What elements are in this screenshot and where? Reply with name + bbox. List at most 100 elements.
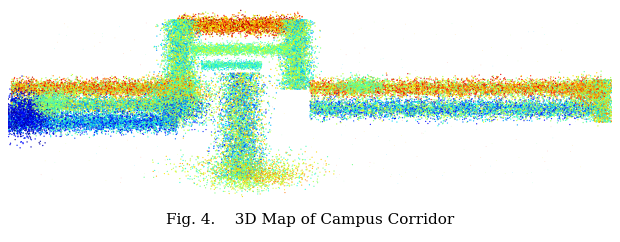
Point (344, 79, 354, 83)
Point (55, 91, 65, 95)
Point (218, 30, 228, 34)
Point (588, 102, 598, 106)
Point (219, 150, 229, 153)
Point (188, 97, 198, 101)
Point (513, 86, 523, 90)
Point (169, 92, 179, 96)
Point (179, 49, 189, 53)
Point (452, 105, 462, 109)
Point (128, 127, 138, 130)
Point (190, 81, 200, 85)
Point (391, 100, 401, 104)
Point (374, 77, 384, 81)
Point (209, 48, 219, 52)
Point (536, 85, 546, 89)
Point (32, 127, 42, 131)
Point (217, 23, 227, 27)
Point (474, 107, 484, 111)
Point (124, 97, 134, 101)
Point (164, 89, 174, 93)
Point (237, 132, 247, 136)
Point (386, 100, 396, 104)
Point (107, 116, 117, 120)
Point (503, 93, 513, 97)
Point (229, 170, 239, 174)
Point (187, 97, 197, 101)
Point (170, 94, 180, 98)
Point (173, 98, 183, 101)
Point (544, 91, 554, 94)
Point (44, 118, 54, 122)
Point (438, 90, 448, 94)
Point (204, 87, 214, 91)
Point (594, 81, 604, 84)
Point (216, 97, 226, 101)
Point (512, 91, 522, 94)
Point (241, 155, 250, 159)
Point (26, 100, 36, 104)
Point (205, 46, 215, 50)
Point (275, 21, 285, 24)
Point (172, 83, 182, 87)
Point (596, 101, 606, 105)
Point (59, 104, 69, 107)
Point (94, 115, 104, 119)
Point (601, 105, 611, 109)
Point (454, 88, 464, 92)
Point (180, 27, 190, 31)
Point (188, 81, 198, 85)
Point (36, 98, 46, 102)
Point (597, 112, 607, 115)
Point (164, 109, 174, 113)
Point (223, 46, 233, 50)
Point (20, 84, 30, 88)
Point (577, 96, 587, 100)
Point (334, 83, 343, 87)
Point (108, 97, 118, 100)
Point (582, 92, 591, 96)
Point (165, 119, 175, 123)
Point (161, 79, 171, 83)
Point (249, 21, 259, 25)
Point (128, 126, 138, 129)
Point (284, 83, 294, 86)
Point (156, 96, 166, 100)
Point (279, 52, 289, 55)
Point (573, 82, 583, 86)
Point (287, 71, 297, 75)
Point (410, 107, 420, 111)
Point (40, 98, 50, 101)
Point (474, 102, 484, 106)
Point (415, 104, 425, 108)
Point (157, 120, 167, 123)
Point (202, 108, 211, 112)
Point (274, 56, 284, 60)
Point (144, 123, 154, 127)
Point (195, 22, 205, 26)
Point (582, 92, 591, 96)
Point (137, 119, 147, 123)
Point (207, 24, 217, 28)
Point (229, 24, 239, 28)
Point (590, 84, 600, 88)
Point (67, 133, 77, 137)
Point (239, 175, 249, 179)
Point (229, 156, 239, 160)
Point (64, 100, 74, 104)
Point (222, 100, 232, 104)
Point (466, 110, 476, 114)
Point (164, 40, 174, 44)
Point (218, 102, 228, 106)
Point (183, 20, 193, 23)
Point (22, 117, 32, 121)
Point (250, 177, 260, 181)
Point (148, 122, 157, 126)
Point (27, 101, 37, 105)
Point (228, 62, 237, 66)
Point (409, 108, 419, 112)
Point (533, 106, 543, 110)
Point (178, 100, 188, 104)
Point (170, 58, 180, 62)
Point (177, 80, 187, 84)
Point (19, 88, 29, 92)
